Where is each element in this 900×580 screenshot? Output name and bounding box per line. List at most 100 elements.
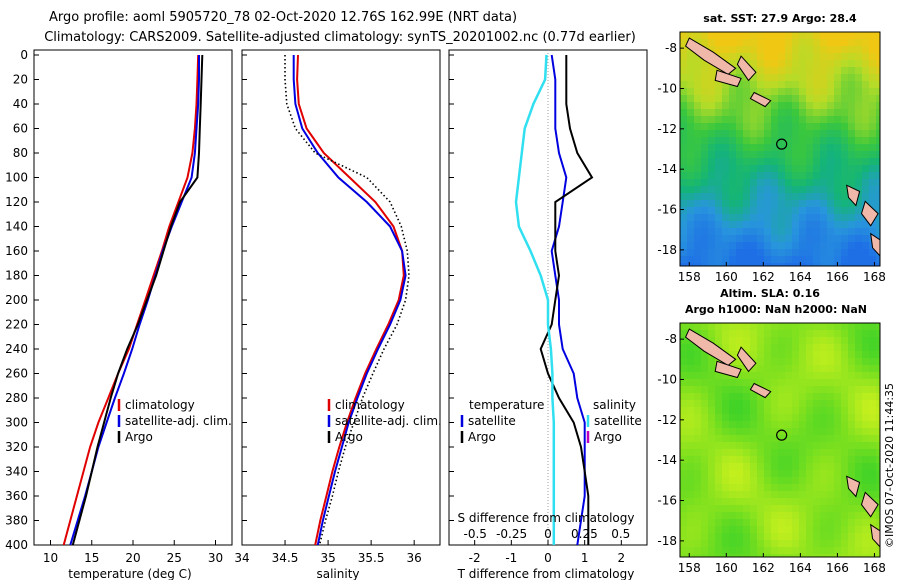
- map-cell: [806, 554, 814, 557]
- map-cell: [743, 186, 751, 194]
- map-cell: [750, 256, 758, 264]
- map-cell: [750, 400, 758, 408]
- map-cell: [785, 46, 793, 54]
- map-cell: [862, 263, 870, 266]
- map-cell: [729, 512, 737, 520]
- difference-top-xlabel: S difference from climatology: [458, 511, 635, 525]
- map-cell: [876, 358, 880, 366]
- map-cell: [771, 193, 779, 201]
- map-cell: [855, 186, 863, 194]
- map-cell: [694, 102, 702, 110]
- map-cell: [778, 116, 786, 124]
- map-cell: [757, 533, 765, 541]
- map-cell: [729, 249, 737, 257]
- map-cell: [869, 200, 877, 208]
- map-cell: [708, 256, 716, 264]
- map-cell: [862, 151, 870, 159]
- map-cell: [813, 144, 821, 152]
- map-cell: [722, 144, 730, 152]
- map-cell: [799, 351, 807, 359]
- map-cell: [750, 414, 758, 422]
- map-cell: [785, 400, 793, 408]
- map-cell: [764, 463, 772, 471]
- map-cell: [743, 214, 751, 222]
- map-cell: [785, 256, 793, 264]
- map-cell: [778, 81, 786, 89]
- map-cell: [820, 53, 828, 61]
- map-cell: [792, 428, 800, 436]
- map-cell: [841, 39, 849, 47]
- depth-tick-label: 40: [13, 97, 28, 111]
- map-cell: [848, 393, 856, 401]
- map-cell: [778, 60, 786, 68]
- map-cell: [694, 172, 702, 180]
- map-cell: [855, 60, 863, 68]
- map-cell: [764, 235, 772, 243]
- map-cell: [827, 228, 835, 236]
- map-cell: [862, 144, 870, 152]
- map-cell: [708, 365, 716, 373]
- map-cell: [834, 407, 842, 415]
- map-cell: [848, 60, 856, 68]
- map-cell: [736, 442, 744, 450]
- map-cell: [813, 344, 821, 352]
- map-cell: [834, 491, 842, 499]
- map-cell: [743, 46, 751, 54]
- map-cell: [722, 477, 730, 485]
- map-cell: [792, 263, 800, 266]
- map-cell: [813, 505, 821, 513]
- map-cell: [792, 130, 800, 138]
- map-cell: [764, 533, 772, 541]
- map-cell: [834, 400, 842, 408]
- map-cell: [785, 193, 793, 201]
- map-cell: [757, 207, 765, 215]
- map-cell: [715, 193, 723, 201]
- map-cell: [729, 116, 737, 124]
- map-cell: [834, 323, 842, 331]
- map-cell: [708, 498, 716, 506]
- map-cell: [736, 491, 744, 499]
- map-cell: [701, 442, 709, 450]
- map-cell: [771, 463, 779, 471]
- figure-title-line-1: Argo profile: aoml 5905720_78 02-Oct-202…: [49, 10, 517, 25]
- imos-footer: ©IMOS 07-Oct-2020 11:44:35: [883, 383, 896, 548]
- map-cell: [841, 193, 849, 201]
- map-cell: [855, 547, 863, 555]
- map-cell: [722, 323, 730, 331]
- map-cell: [771, 46, 779, 54]
- map-cell: [743, 228, 751, 236]
- map-cell: [764, 393, 772, 401]
- map-cell: [694, 221, 702, 229]
- map-cell: [785, 263, 793, 266]
- map-cell: [792, 214, 800, 222]
- map-cell: [771, 449, 779, 457]
- map-cell: [834, 109, 842, 117]
- map-cell: [876, 344, 880, 352]
- map-cell: [708, 414, 716, 422]
- map-cell: [806, 151, 814, 159]
- map-cell: [848, 207, 856, 215]
- series-climatology: [62, 54, 200, 545]
- map-cell: [862, 172, 870, 180]
- map-cell: [792, 477, 800, 485]
- map-cell: [841, 67, 849, 75]
- map-cell: [834, 249, 842, 257]
- map-cell: [771, 498, 779, 506]
- x-tick-label: 1: [581, 551, 589, 565]
- map-cell: [869, 172, 877, 180]
- map-cell: [708, 144, 716, 152]
- map-cell: [862, 109, 870, 117]
- map-cell: [701, 137, 709, 145]
- map-cell: [862, 442, 870, 450]
- map-cell: [834, 526, 842, 534]
- map-cell: [799, 379, 807, 387]
- map-cell: [778, 165, 786, 173]
- map-cell: [680, 151, 688, 159]
- map-cell: [820, 130, 828, 138]
- map-cell: [862, 165, 870, 173]
- map-cell: [834, 463, 842, 471]
- map-cell: [729, 207, 737, 215]
- map-cell: [750, 102, 758, 110]
- map-cell: [862, 386, 870, 394]
- map-cell: [834, 358, 842, 366]
